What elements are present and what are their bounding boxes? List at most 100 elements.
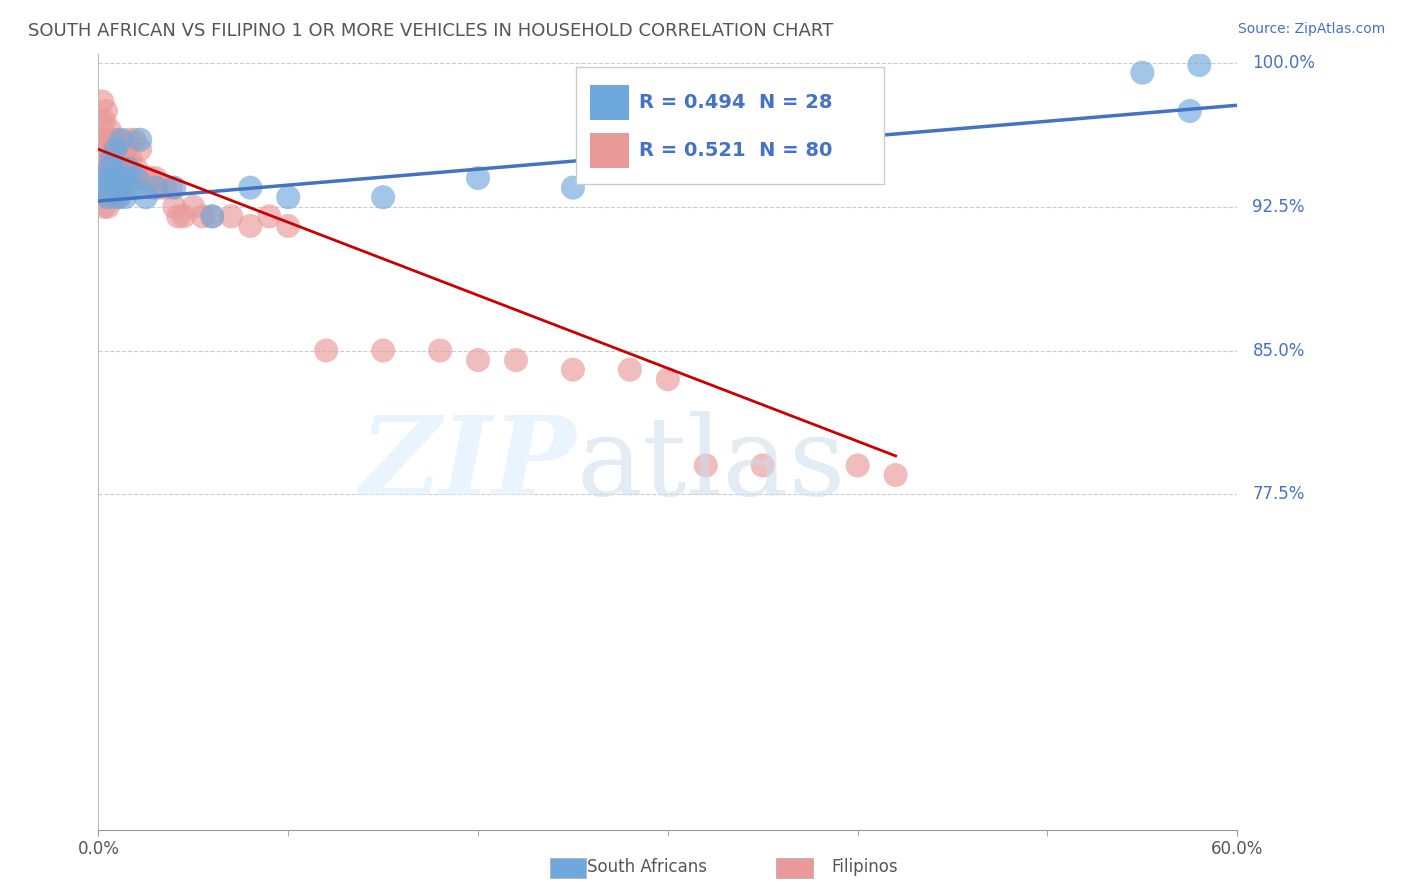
Point [89, 190, 111, 204]
Point [505, 353, 527, 368]
Point [124, 133, 146, 147]
Point [98, 123, 121, 137]
FancyBboxPatch shape [591, 133, 628, 169]
Point [145, 171, 167, 186]
Point [467, 353, 489, 368]
Point [107, 133, 129, 147]
Text: R = 0.494  N = 28: R = 0.494 N = 28 [640, 93, 832, 112]
Text: Source: ZipAtlas.com: Source: ZipAtlas.com [1237, 22, 1385, 37]
Point [846, 458, 869, 473]
Point [93, 190, 115, 204]
Point [107, 190, 129, 204]
Point [138, 171, 160, 186]
Point [619, 362, 641, 376]
Point [100, 190, 122, 204]
Text: 85.0%: 85.0% [1253, 342, 1305, 359]
Point [94, 180, 117, 194]
Point [114, 180, 136, 194]
Point [884, 468, 907, 483]
Point [121, 171, 143, 186]
Point [89, 152, 111, 166]
Point [98, 180, 121, 194]
Point [107, 152, 129, 166]
FancyBboxPatch shape [575, 67, 884, 184]
Text: 77.5%: 77.5% [1253, 485, 1305, 503]
Point [93, 113, 115, 128]
Point [103, 190, 125, 204]
Point [97, 133, 120, 147]
Point [1178, 103, 1201, 118]
Point [191, 210, 214, 224]
Point [100, 152, 122, 166]
Text: atlas: atlas [576, 411, 846, 518]
Point [159, 180, 181, 194]
Point [562, 180, 585, 194]
Point [91, 180, 114, 194]
Point [100, 133, 122, 147]
Point [315, 343, 337, 358]
Point [118, 133, 141, 147]
Point [239, 219, 262, 233]
Point [695, 458, 717, 473]
Point [91, 133, 114, 147]
Point [163, 180, 186, 194]
Text: R = 0.521  N = 80: R = 0.521 N = 80 [640, 141, 832, 160]
Point [103, 142, 125, 156]
Point [129, 133, 152, 147]
Text: 92.5%: 92.5% [1253, 198, 1305, 216]
Point [127, 171, 149, 186]
Point [141, 180, 163, 194]
Point [100, 161, 122, 176]
Point [115, 180, 138, 194]
Point [201, 210, 224, 224]
Point [91, 171, 114, 186]
Point [752, 458, 775, 473]
Point [657, 372, 679, 386]
Point [153, 180, 176, 194]
Point [91, 95, 114, 109]
Point [115, 142, 138, 156]
Point [103, 171, 125, 186]
Point [98, 152, 121, 166]
Point [125, 161, 148, 176]
Text: Filipinos: Filipinos [831, 858, 898, 876]
Point [110, 180, 132, 194]
Point [221, 210, 243, 224]
Point [104, 152, 127, 166]
Point [93, 161, 115, 176]
Text: ZIP: ZIP [360, 411, 576, 518]
Point [125, 171, 148, 186]
Text: South Africans: South Africans [586, 858, 707, 876]
Point [94, 171, 117, 186]
Point [103, 171, 125, 186]
Point [97, 152, 120, 166]
Point [148, 180, 170, 194]
Point [114, 142, 136, 156]
Point [110, 142, 132, 156]
Point [89, 113, 111, 128]
Point [239, 180, 262, 194]
Point [1188, 58, 1211, 72]
Point [108, 190, 131, 204]
Point [277, 190, 299, 204]
Point [371, 190, 394, 204]
Point [97, 200, 120, 214]
Point [97, 190, 120, 204]
Point [104, 142, 127, 156]
Point [259, 210, 281, 224]
Point [121, 180, 143, 194]
Point [131, 171, 153, 186]
Point [120, 152, 142, 166]
Point [145, 180, 167, 194]
Point [94, 142, 117, 156]
Point [94, 103, 117, 118]
Point [112, 152, 135, 166]
Point [167, 210, 190, 224]
Point [429, 343, 451, 358]
Point [1132, 65, 1154, 79]
Point [97, 171, 120, 186]
Point [277, 219, 299, 233]
Point [118, 161, 141, 176]
Point [108, 180, 131, 194]
Point [110, 133, 132, 147]
